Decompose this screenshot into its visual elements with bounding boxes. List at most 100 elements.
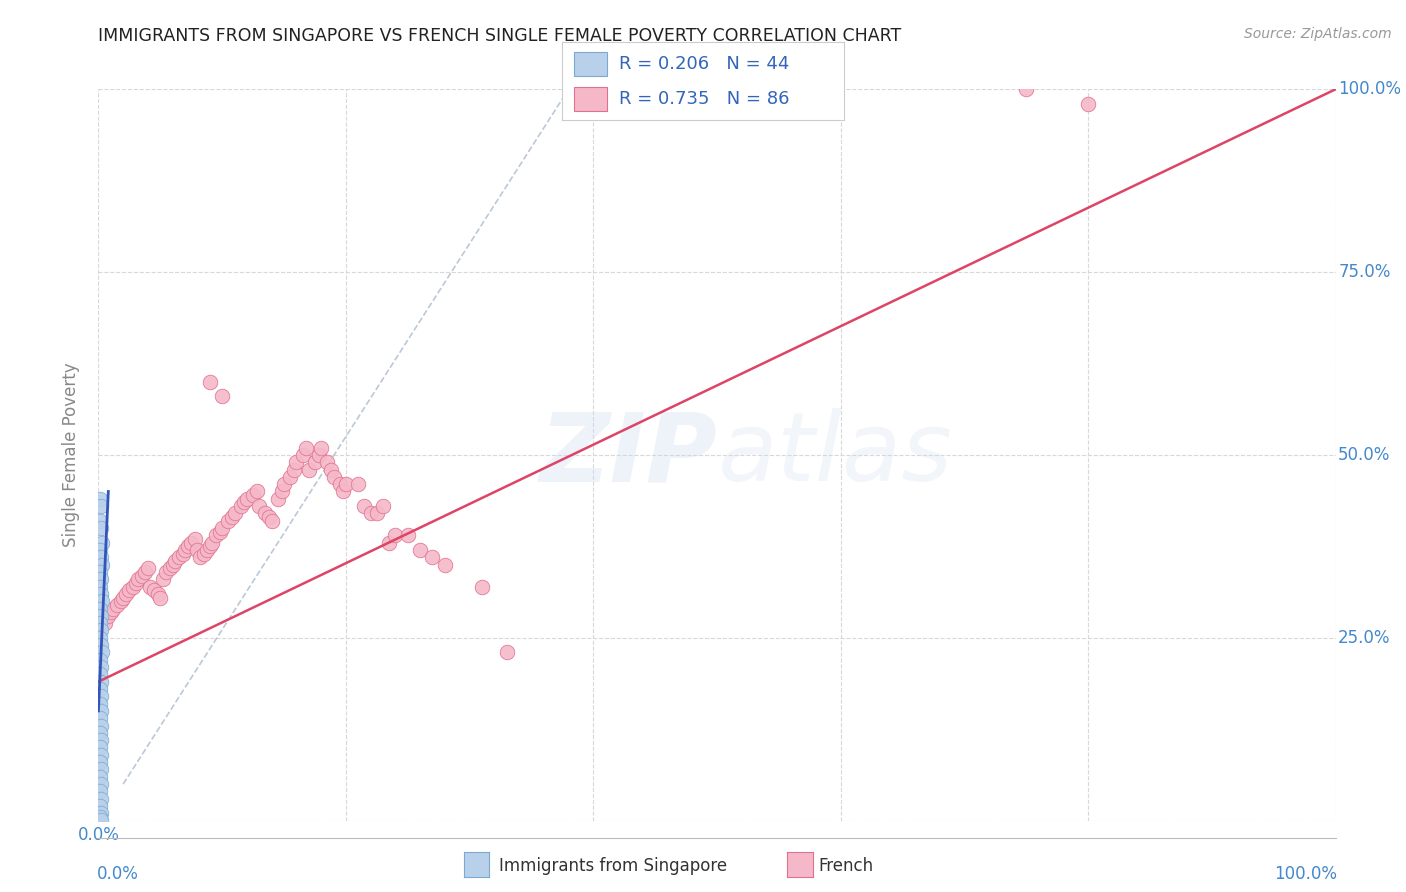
Point xyxy=(89,514,111,528)
Point xyxy=(90,777,112,791)
Text: R = 0.735   N = 86: R = 0.735 N = 86 xyxy=(619,90,789,108)
Point xyxy=(332,484,354,499)
Point xyxy=(224,507,246,521)
Point xyxy=(89,565,111,579)
Point xyxy=(384,528,406,542)
Point xyxy=(131,568,153,582)
Point xyxy=(176,539,198,553)
Point xyxy=(146,587,169,601)
Point xyxy=(103,601,125,615)
Point xyxy=(322,470,344,484)
Point xyxy=(124,576,146,591)
Point xyxy=(89,799,111,814)
Point xyxy=(90,572,112,586)
Point xyxy=(89,601,111,615)
Point xyxy=(221,510,243,524)
Point xyxy=(319,462,342,476)
Point xyxy=(90,763,112,777)
Point xyxy=(233,495,256,509)
FancyBboxPatch shape xyxy=(574,87,607,111)
Point xyxy=(208,524,231,539)
Point xyxy=(495,645,517,659)
Point xyxy=(155,565,177,579)
Point xyxy=(110,594,132,608)
Y-axis label: Single Female Poverty: Single Female Poverty xyxy=(62,363,80,547)
Point xyxy=(89,784,111,798)
Point xyxy=(162,558,184,572)
Point xyxy=(198,539,221,553)
Point xyxy=(90,704,112,718)
Point xyxy=(136,561,159,575)
Point xyxy=(89,740,111,755)
Text: R = 0.206   N = 44: R = 0.206 N = 44 xyxy=(619,54,789,72)
Point xyxy=(122,580,145,594)
Point xyxy=(371,499,394,513)
Text: atlas: atlas xyxy=(717,409,952,501)
Point xyxy=(217,514,239,528)
Point xyxy=(112,591,135,605)
Point xyxy=(1077,96,1099,111)
Text: IMMIGRANTS FROM SINGAPORE VS FRENCH SINGLE FEMALE POVERTY CORRELATION CHART: IMMIGRANTS FROM SINGAPORE VS FRENCH SING… xyxy=(98,27,901,45)
Point xyxy=(90,638,112,652)
Point xyxy=(90,718,112,732)
Point xyxy=(89,543,111,558)
Text: 0.0%: 0.0% xyxy=(97,864,139,882)
Point xyxy=(236,491,259,506)
Point xyxy=(270,484,292,499)
Point xyxy=(198,375,221,389)
Point xyxy=(89,616,111,631)
Point xyxy=(353,499,375,513)
Point xyxy=(273,477,295,491)
Point xyxy=(433,558,456,572)
Point xyxy=(100,605,122,619)
Point xyxy=(242,488,264,502)
Point xyxy=(90,806,112,821)
Point xyxy=(90,550,112,565)
Point xyxy=(90,733,112,747)
Point xyxy=(298,462,321,476)
Point xyxy=(89,667,111,681)
Point xyxy=(267,491,290,506)
Point xyxy=(91,535,114,549)
Point xyxy=(90,690,112,704)
Point xyxy=(347,477,370,491)
Point xyxy=(295,441,318,455)
Point xyxy=(89,681,111,696)
Point xyxy=(90,747,112,762)
Text: 100.0%: 100.0% xyxy=(1339,80,1402,98)
FancyBboxPatch shape xyxy=(574,52,607,76)
Point xyxy=(186,543,208,558)
Point xyxy=(1015,82,1038,96)
Point xyxy=(246,484,269,499)
Point xyxy=(471,580,494,594)
Point xyxy=(89,810,111,824)
Point xyxy=(118,583,141,598)
Point xyxy=(211,389,233,403)
Text: 50.0%: 50.0% xyxy=(1339,446,1391,464)
Point xyxy=(291,448,314,462)
Point xyxy=(257,510,280,524)
Point xyxy=(165,554,187,568)
Point xyxy=(152,572,174,586)
Point xyxy=(114,587,136,601)
Point xyxy=(195,543,218,558)
Point xyxy=(90,674,112,689)
Point xyxy=(308,448,330,462)
Point xyxy=(316,455,339,469)
Point xyxy=(422,550,444,565)
Point xyxy=(335,477,357,491)
Point xyxy=(172,547,194,561)
Point xyxy=(90,791,112,805)
Point xyxy=(90,521,112,535)
Point xyxy=(309,441,332,455)
Point xyxy=(247,499,270,513)
Point xyxy=(90,608,112,623)
Point xyxy=(89,631,111,645)
Point xyxy=(149,591,172,605)
Point xyxy=(201,535,224,549)
Text: Source: ZipAtlas.com: Source: ZipAtlas.com xyxy=(1244,27,1392,41)
Point xyxy=(97,608,120,623)
Point xyxy=(211,521,233,535)
Text: 25.0%: 25.0% xyxy=(1339,629,1391,647)
Point xyxy=(89,653,111,667)
